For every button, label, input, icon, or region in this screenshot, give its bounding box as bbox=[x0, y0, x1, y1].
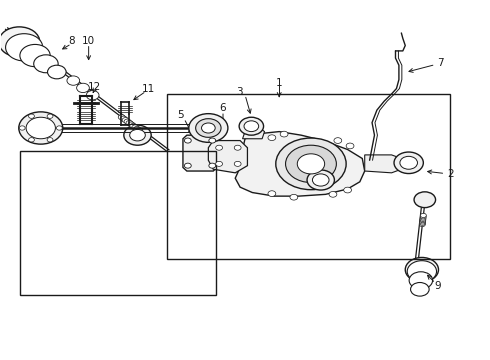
Text: 7: 7 bbox=[437, 58, 444, 68]
Circle shape bbox=[280, 131, 288, 137]
Text: 6: 6 bbox=[220, 103, 226, 113]
Polygon shape bbox=[235, 132, 365, 196]
Circle shape bbox=[20, 44, 50, 67]
Circle shape bbox=[419, 222, 425, 226]
Circle shape bbox=[19, 126, 25, 130]
Circle shape bbox=[124, 125, 151, 145]
Circle shape bbox=[34, 55, 58, 73]
Circle shape bbox=[234, 145, 241, 150]
Circle shape bbox=[196, 119, 221, 137]
Polygon shape bbox=[208, 140, 247, 173]
Polygon shape bbox=[365, 155, 401, 173]
Circle shape bbox=[239, 117, 264, 135]
Circle shape bbox=[126, 121, 133, 126]
Circle shape bbox=[313, 174, 329, 186]
Circle shape bbox=[329, 192, 337, 197]
Circle shape bbox=[276, 138, 346, 190]
Circle shape bbox=[346, 143, 354, 149]
Circle shape bbox=[407, 261, 437, 282]
Circle shape bbox=[409, 272, 433, 289]
Circle shape bbox=[405, 257, 439, 282]
Circle shape bbox=[130, 123, 137, 129]
Circle shape bbox=[420, 219, 426, 223]
Circle shape bbox=[130, 130, 146, 141]
Polygon shape bbox=[243, 128, 265, 139]
Circle shape bbox=[0, 27, 40, 57]
Circle shape bbox=[334, 138, 342, 143]
Circle shape bbox=[136, 128, 143, 133]
Circle shape bbox=[216, 161, 222, 166]
Circle shape bbox=[290, 194, 298, 200]
Circle shape bbox=[132, 125, 139, 130]
Text: 1: 1 bbox=[276, 78, 283, 88]
Circle shape bbox=[120, 116, 127, 121]
Circle shape bbox=[184, 138, 191, 143]
Circle shape bbox=[47, 138, 53, 142]
Circle shape bbox=[420, 216, 426, 220]
Circle shape bbox=[286, 145, 336, 183]
Circle shape bbox=[67, 76, 80, 85]
Circle shape bbox=[394, 152, 423, 174]
Circle shape bbox=[268, 135, 276, 140]
Circle shape bbox=[244, 121, 259, 132]
Text: 5: 5 bbox=[177, 111, 184, 121]
Circle shape bbox=[307, 170, 334, 190]
Text: 2: 2 bbox=[447, 169, 454, 179]
Polygon shape bbox=[183, 135, 217, 171]
Circle shape bbox=[268, 191, 276, 197]
Circle shape bbox=[122, 118, 129, 123]
Circle shape bbox=[411, 283, 429, 296]
Circle shape bbox=[420, 217, 426, 221]
Circle shape bbox=[134, 126, 141, 131]
Circle shape bbox=[419, 221, 425, 225]
Circle shape bbox=[76, 83, 89, 93]
Circle shape bbox=[5, 34, 43, 61]
Text: 12: 12 bbox=[88, 82, 101, 92]
Circle shape bbox=[28, 138, 34, 142]
Circle shape bbox=[118, 115, 125, 120]
Circle shape bbox=[124, 119, 131, 124]
Text: 9: 9 bbox=[435, 281, 441, 291]
Circle shape bbox=[420, 215, 426, 219]
Circle shape bbox=[343, 187, 351, 193]
Circle shape bbox=[400, 156, 417, 169]
Circle shape bbox=[209, 138, 216, 143]
Circle shape bbox=[209, 163, 216, 168]
Text: 4: 4 bbox=[297, 175, 304, 185]
Bar bbox=[20, 151, 216, 295]
Circle shape bbox=[28, 114, 34, 118]
Text: 10: 10 bbox=[82, 36, 95, 46]
Circle shape bbox=[86, 91, 99, 100]
Circle shape bbox=[216, 145, 222, 150]
Circle shape bbox=[48, 65, 66, 79]
Circle shape bbox=[56, 126, 62, 130]
Circle shape bbox=[26, 117, 55, 139]
Circle shape bbox=[297, 154, 325, 174]
Text: 8: 8 bbox=[68, 36, 75, 46]
Circle shape bbox=[234, 161, 241, 166]
Circle shape bbox=[420, 213, 426, 217]
Text: 11: 11 bbox=[142, 84, 155, 94]
Circle shape bbox=[19, 112, 63, 144]
Circle shape bbox=[184, 163, 191, 168]
Circle shape bbox=[420, 220, 426, 224]
Circle shape bbox=[47, 114, 53, 118]
Text: 3: 3 bbox=[236, 87, 243, 97]
Bar bbox=[167, 94, 450, 259]
Circle shape bbox=[414, 192, 436, 208]
Circle shape bbox=[189, 114, 228, 142]
Circle shape bbox=[128, 122, 135, 127]
Circle shape bbox=[201, 123, 215, 133]
